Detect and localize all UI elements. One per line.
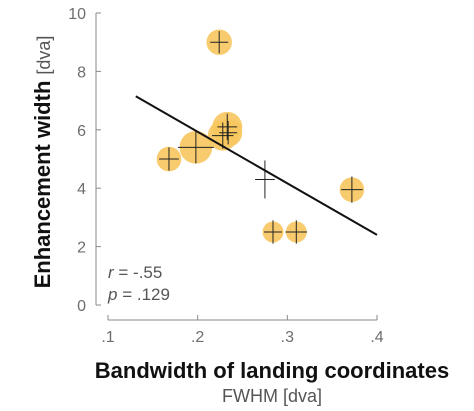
y-axis: 0 2 4 6 8 10 [68,6,101,315]
x-axis: .1 .2 .3 .4 [101,315,384,346]
y-tick-label: 8 [77,64,86,81]
r-symbol: r [108,263,115,282]
y-axis-unit: [dva] [34,36,54,75]
r-value: = -.55 [114,263,163,282]
x-axis-title: Bandwidth of landing coordinates [95,358,449,383]
x-tick-label: .4 [370,329,383,346]
x-tick-label: .3 [281,329,294,346]
y-tick-label: 10 [68,6,86,23]
correlation-r-text: r = -.55 [108,263,162,282]
error-bars [159,31,363,244]
p-value-text: p = .129 [107,285,170,304]
y-tick-label: 0 [77,298,86,315]
x-tick-label: .2 [191,329,204,346]
p-symbol: p [107,285,117,304]
y-tick-label: 4 [77,181,86,198]
y-tick-label: 2 [77,240,86,257]
y-axis-title-text: Enhancement width [30,81,55,289]
x-axis-unit: FWHM [dva] [222,386,322,406]
y-axis-title: Enhancement width [dva] [30,36,55,289]
y-tick-label: 6 [77,123,86,140]
regression-line [135,95,378,236]
x-tick-label: .1 [101,329,114,346]
p-value: = .129 [117,285,169,304]
